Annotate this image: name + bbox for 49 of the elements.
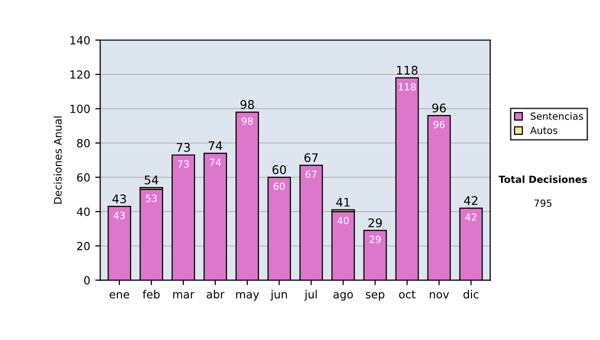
y-tick-label: 40: [76, 208, 90, 216]
total-label: 43: [112, 194, 126, 204]
legend-label: Sentencias: [530, 112, 583, 120]
total-label: 41: [336, 198, 350, 207]
x-tick-label: dic: [464, 290, 478, 298]
total-label: 73: [176, 142, 190, 152]
y-tick-label: 20: [77, 242, 90, 250]
x-tick-label: mar: [173, 292, 194, 298]
y-tick-label: 0: [84, 276, 90, 285]
data-label: 74: [210, 158, 221, 166]
y-tick-label: 140: [70, 36, 90, 44]
total-label: 42: [464, 196, 478, 205]
data-label: 98: [242, 117, 253, 125]
y-tick-label: 120: [70, 70, 90, 79]
legend-label: Autos: [530, 126, 558, 134]
text: Total Decisiones: [498, 175, 587, 184]
text: 795: [534, 199, 552, 207]
x-tick-label: jun: [270, 290, 287, 301]
total-label: 98: [240, 100, 254, 109]
x-tick-label: oct: [399, 290, 416, 298]
x-tick-label: abr: [206, 290, 224, 298]
data-label: 43: [114, 212, 125, 220]
total-label: 96: [432, 103, 446, 112]
total-label: 29: [368, 218, 382, 228]
y-tick-label: 60: [77, 173, 90, 182]
x-tick-label: may: [236, 292, 260, 301]
y-tick-label: 100: [70, 104, 90, 114]
total-label: 67: [304, 153, 318, 162]
x-tick-label: feb: [142, 290, 160, 298]
data-label: 42: [465, 213, 476, 221]
data-label: 60: [274, 182, 285, 190]
y-tick-label: 80: [77, 138, 90, 148]
data-label: 118: [398, 83, 416, 91]
data-label: 73: [178, 160, 189, 168]
x-tick-label: ago: [333, 292, 353, 301]
data-label: 40: [337, 216, 349, 224]
x-tick-label: jul: [304, 290, 317, 301]
data-label: 67: [306, 170, 317, 178]
y-axis-title: Decisiones Anual: [54, 116, 62, 204]
data-label: 96: [433, 120, 445, 128]
x-tick-label: nov: [430, 292, 449, 298]
data-label: 29: [370, 236, 381, 244]
x-tick-label: ene: [110, 292, 130, 298]
total-label: 54: [144, 176, 158, 184]
x-tick-label: sep: [366, 292, 384, 301]
total-label: 74: [208, 141, 222, 150]
data-label: 53: [146, 194, 157, 202]
total-label: 118: [397, 66, 418, 75]
total-label: 60: [272, 165, 286, 174]
